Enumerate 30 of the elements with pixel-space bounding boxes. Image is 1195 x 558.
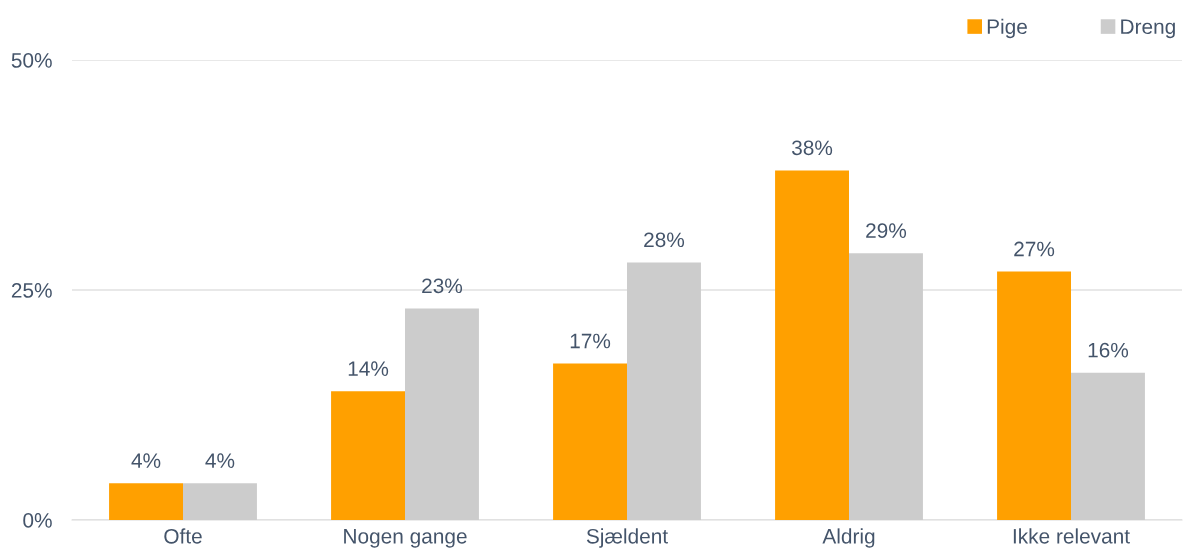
x-tick-label: Ikke relevant <box>1013 528 1130 544</box>
x-tick-label: Nogen gange <box>344 529 467 548</box>
data-label: 23% <box>422 278 463 294</box>
data-label: 27% <box>1014 241 1055 257</box>
bar <box>553 363 627 520</box>
data-label: 14% <box>348 361 389 376</box>
data-label: 16% <box>1088 342 1129 358</box>
data-label: 4% <box>131 453 161 468</box>
data-label: 29% <box>866 223 907 238</box>
data-label: 28% <box>644 232 685 248</box>
y-tick-label: 25% <box>11 283 52 298</box>
bar <box>1071 372 1145 520</box>
bar <box>775 170 849 520</box>
bar <box>109 483 183 520</box>
data-label: 17% <box>570 333 611 349</box>
y-tick-label: 50% <box>11 53 52 68</box>
y-tick-label: 0% <box>23 513 52 528</box>
data-label: 38% <box>791 140 833 156</box>
legend-label: Pige <box>987 18 1027 39</box>
x-tick-label: Ofte <box>164 528 202 544</box>
bar <box>331 391 405 520</box>
bar <box>183 483 257 520</box>
bar <box>405 308 479 520</box>
data-label: 4% <box>205 453 235 468</box>
bar <box>627 262 701 520</box>
bar <box>997 271 1071 520</box>
x-tick-label: Aldrig <box>822 528 875 548</box>
legend-label: Dreng <box>1121 19 1175 39</box>
bar <box>849 253 923 520</box>
x-tick-label: Sjældent <box>586 528 668 548</box>
